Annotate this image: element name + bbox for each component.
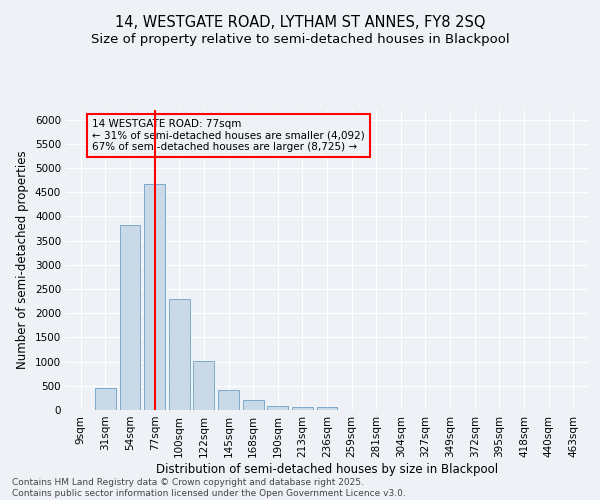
- Bar: [95, 388, 116, 410]
- Text: Size of property relative to semi-detached houses in Blackpool: Size of property relative to semi-detach…: [91, 32, 509, 46]
- Y-axis label: Number of semi-detached properties: Number of semi-detached properties: [16, 150, 29, 370]
- Bar: [242, 400, 263, 410]
- Bar: [144, 184, 165, 410]
- X-axis label: Distribution of semi-detached houses by size in Blackpool: Distribution of semi-detached houses by …: [156, 462, 498, 475]
- Text: 14 WESTGATE ROAD: 77sqm
← 31% of semi-detached houses are smaller (4,092)
67% of: 14 WESTGATE ROAD: 77sqm ← 31% of semi-de…: [92, 119, 365, 152]
- Bar: [317, 408, 337, 410]
- Bar: [292, 407, 313, 410]
- Bar: [119, 225, 140, 410]
- Bar: [169, 298, 190, 410]
- Text: 14, WESTGATE ROAD, LYTHAM ST ANNES, FY8 2SQ: 14, WESTGATE ROAD, LYTHAM ST ANNES, FY8 …: [115, 15, 485, 30]
- Text: Contains HM Land Registry data © Crown copyright and database right 2025.
Contai: Contains HM Land Registry data © Crown c…: [12, 478, 406, 498]
- Bar: [218, 390, 239, 410]
- Bar: [267, 406, 288, 410]
- Bar: [193, 361, 214, 410]
